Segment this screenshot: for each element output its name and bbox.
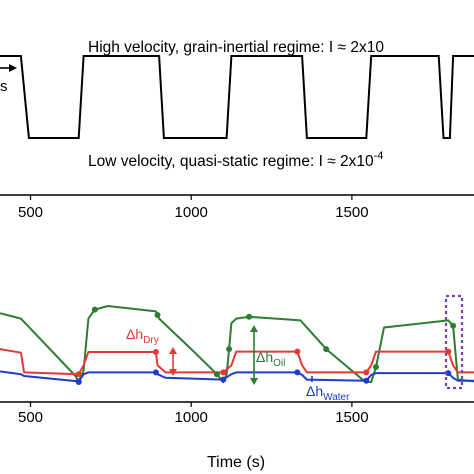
- x-tick-label: 500: [18, 204, 43, 221]
- x-tick-label: 1000: [175, 204, 208, 221]
- bottom-x-ticks: 500 1000 1500: [18, 402, 369, 426]
- series-marker: [294, 348, 301, 355]
- oil-series-line: [0, 305, 474, 384]
- series-marker: [294, 369, 301, 376]
- arrow-head-icon: [9, 64, 17, 72]
- dh-water-symbol: Δh: [306, 383, 323, 399]
- top-velocity-line: [0, 55, 474, 139]
- dh-oil-arrow-up-icon: [250, 325, 258, 332]
- series-marker: [75, 378, 82, 385]
- bottom-panel: 500 1000 1500 Time (s) ΔhDry ΔhOil ΔhWater: [0, 294, 474, 471]
- x-tick-label: 1000: [175, 409, 208, 426]
- dh-dry-symbol: Δh: [126, 326, 143, 342]
- series-marker: [323, 346, 330, 353]
- dh-dry-arrow-up-icon: [169, 347, 177, 354]
- dh-dry-label: ΔhDry: [126, 326, 159, 346]
- series-marker: [213, 371, 220, 378]
- x-tick-label: 500: [18, 409, 43, 426]
- series-marker: [226, 346, 233, 353]
- high-velocity-label: High velocity, grain-inertial regime: I …: [88, 39, 384, 56]
- low-velocity-label: Low velocity, quasi-static regime: I ≈ 2…: [88, 150, 383, 170]
- low-velocity-exp: -4: [374, 150, 384, 162]
- dh-water-label: ΔhWater: [306, 383, 350, 403]
- series-marker: [152, 349, 159, 355]
- series-marker: [75, 371, 82, 378]
- series-marker: [450, 322, 457, 329]
- dh-dry-arrow-down-icon: [169, 369, 177, 376]
- top-x-ticks: 500 1000 1500: [18, 195, 369, 221]
- left-fragment-label: s: [0, 78, 8, 95]
- series-marker: [220, 369, 227, 376]
- series-marker: [91, 306, 98, 313]
- series-marker: [246, 313, 253, 320]
- dh-dry-sub: Dry: [143, 335, 159, 346]
- bottom-x-axis-title: Time (s): [207, 454, 265, 471]
- dh-oil-sub: Oil: [273, 358, 285, 369]
- dh-oil-label: ΔhOil: [256, 349, 285, 369]
- top-panel: 500 1000 1500 High velocity, grain-inertia…: [0, 39, 474, 221]
- dry-series-line: [0, 348, 474, 376]
- dh-oil-arrow-down-icon: [250, 378, 258, 385]
- series-marker: [373, 364, 379, 370]
- series-marker: [152, 369, 159, 376]
- x-tick-label: 1500: [335, 204, 368, 221]
- dh-oil-symbol: Δh: [256, 349, 273, 365]
- highlight-box: [444, 294, 464, 390]
- dh-water-sub: Water: [323, 392, 350, 403]
- low-velocity-text: Low velocity, quasi-static regime: I ≈ 2…: [88, 153, 374, 170]
- x-tick-label: 1500: [335, 409, 368, 426]
- series-marker: [363, 377, 370, 384]
- bottom-series-markers: [75, 306, 457, 386]
- bottom-series-lines: [0, 305, 474, 384]
- series-marker: [220, 376, 227, 383]
- series-marker: [363, 369, 370, 376]
- water-series-line: [0, 370, 474, 383]
- series-marker: [154, 312, 161, 318]
